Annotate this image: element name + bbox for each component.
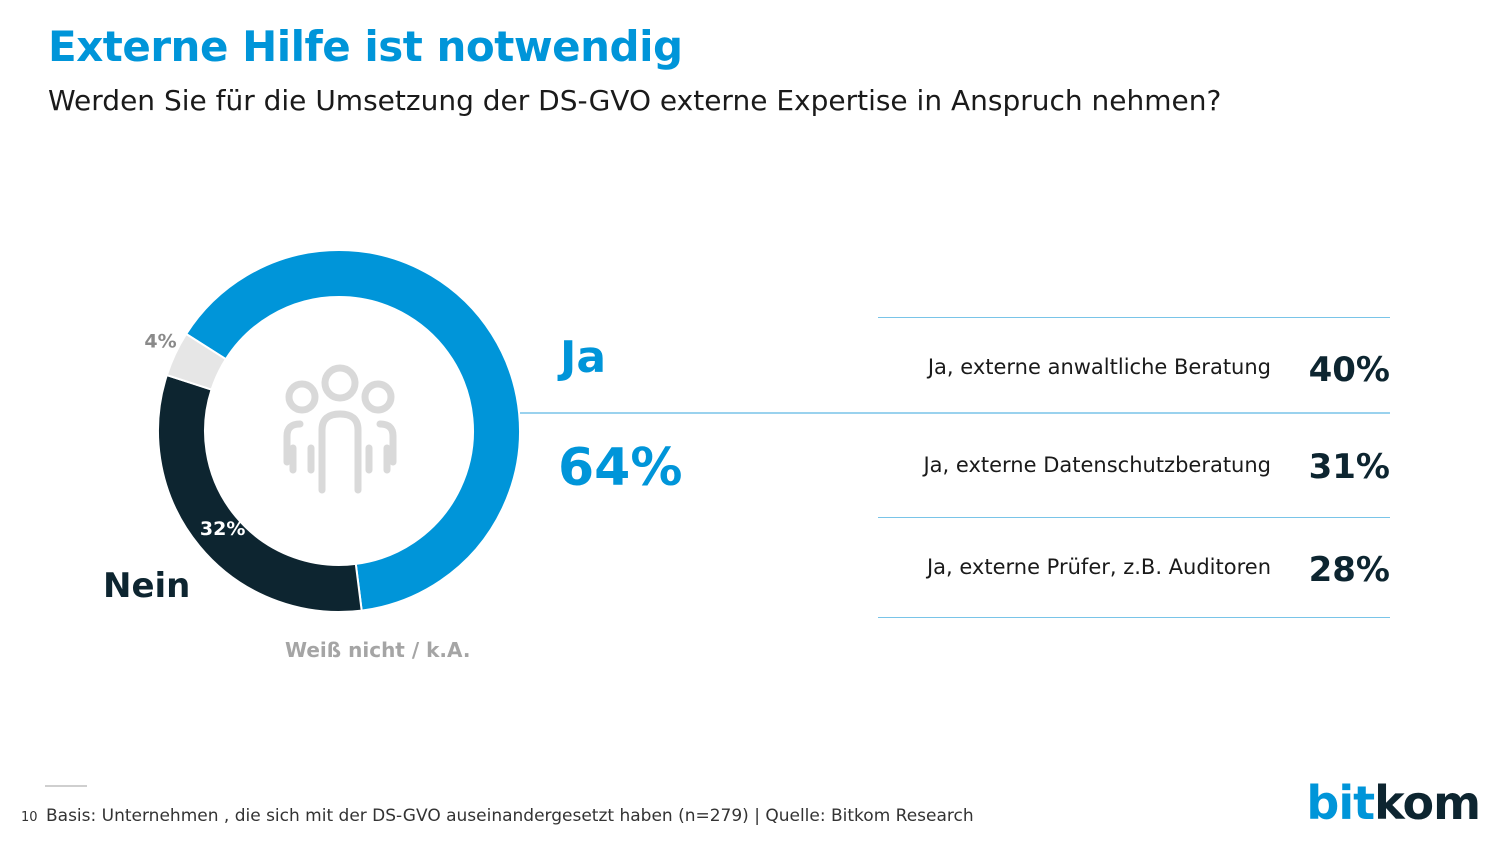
- breakdown-rule-bottom: [878, 617, 1390, 618]
- breakdown-rule-middle: [878, 517, 1390, 518]
- weiss-nicht-label: Weiß nicht / k.A.: [285, 638, 471, 662]
- breakdown-row-value: 31%: [1308, 447, 1390, 487]
- breakdown-row-value: 28%: [1308, 550, 1390, 590]
- footer-rule: [45, 785, 87, 787]
- nein-value-label: 32%: [200, 518, 245, 540]
- nein-label: Nein: [103, 566, 191, 606]
- people-group-icon: [283, 364, 397, 494]
- breakdown-row-value: 40%: [1308, 350, 1390, 390]
- donut-slices: [157, 249, 521, 613]
- bitkom-logo: bitkom: [1306, 776, 1481, 830]
- donut-slice-nein: [157, 373, 363, 613]
- page-title: Externe Hilfe ist notwendig: [48, 22, 683, 71]
- donut-slice-ja: [184, 249, 521, 612]
- page-subtitle: Werden Sie für die Umsetzung der DS-GVO …: [48, 84, 1222, 117]
- source-note: Basis: Unternehmen , die sich mit der DS…: [46, 806, 974, 826]
- breakdown-row-label: Ja, externe Datenschutzberatung: [923, 453, 1271, 477]
- donut-slice-weiss-nicht: [165, 332, 228, 391]
- donut-labels: 32% 4%: [144, 330, 245, 539]
- ja-percent: 64%: [558, 438, 683, 498]
- page-number: 10: [21, 810, 38, 825]
- breakdown-row-label: Ja, externe Prüfer, z.B. Auditoren: [926, 555, 1271, 579]
- breakdown-row-label: Ja, externe anwaltliche Beratung: [927, 355, 1271, 379]
- ja-label: Ja: [560, 332, 607, 383]
- weiss-nicht-value-label: 4%: [144, 330, 176, 352]
- breakdown-rule-top: [878, 317, 1390, 318]
